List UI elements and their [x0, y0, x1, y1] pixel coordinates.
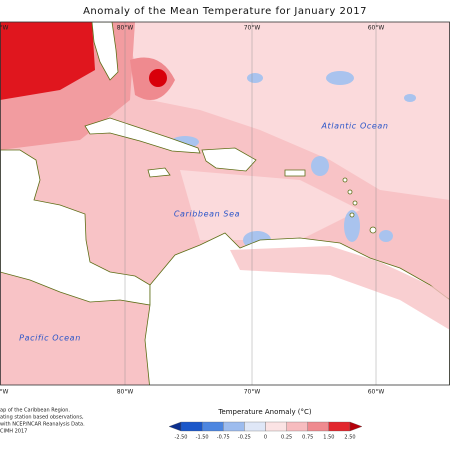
notes: ap of the Caribbean Region.ating station…	[0, 408, 85, 435]
longitude-label: 70°W	[244, 25, 261, 32]
legend-title: Temperature Anomaly (°C)	[217, 408, 312, 416]
ocean-label: Atlantic Ocean	[320, 122, 388, 131]
note-line: with NCEP/NCAR Reanalysis Data.	[0, 422, 85, 428]
puerto-rico	[284, 169, 306, 177]
legend-swatch	[201, 421, 224, 432]
longitude-label: 80°W	[117, 389, 134, 396]
legend-tick-label: -0.25	[238, 435, 251, 441]
anomaly-field	[0, 22, 95, 100]
legend-swatch	[286, 421, 308, 432]
graticule	[124, 22, 377, 385]
longitude-label: 80°W	[117, 25, 134, 32]
legend-swatch	[180, 421, 203, 432]
anomaly-field	[149, 69, 167, 87]
legend-tick-label: -1.50	[196, 435, 209, 441]
legend-tick-label: 0	[264, 435, 267, 441]
anomaly-field	[120, 22, 450, 200]
jamaica	[147, 167, 171, 178]
legend: -2.50 -1.50 -0.75 -0.25 0 0.25 0.75 1.50 2.50	[168, 421, 363, 441]
lesser-antilles	[342, 177, 377, 234]
legend-tick-label: 2.50	[344, 435, 355, 441]
legend-swatch	[223, 421, 245, 432]
longitude-label: 70°W	[244, 389, 261, 396]
anomaly-field	[230, 246, 450, 330]
legend-tick-label: 0.25	[281, 435, 292, 441]
longitude-label: °W	[0, 389, 9, 396]
legend-swatch	[265, 421, 287, 432]
legend-tick-label: -0.75	[217, 435, 230, 441]
map	[0, 22, 450, 385]
longitude-label: °W	[0, 25, 9, 32]
note-line: CIMH 2017	[0, 429, 27, 435]
central-america	[0, 149, 151, 306]
note-line: ating station based observations,	[0, 415, 84, 421]
legend-tick-label: -2.50	[175, 435, 188, 441]
longitude-labels: °W 80°W 70°W 60°W °W 80°W 70°W 60°W	[0, 25, 384, 396]
cuba	[84, 117, 201, 154]
ocean-label: Pacific Ocean	[19, 334, 81, 343]
legend-swatch	[328, 421, 351, 432]
legend-swatch	[307, 421, 330, 432]
legend-tick-label: 0.75	[302, 435, 313, 441]
anomaly-field	[180, 170, 360, 240]
title: Anomaly of the Mean Temperature for Janu…	[83, 6, 367, 17]
ocean-label: Caribbean Sea	[174, 210, 240, 219]
longitude-label: 60°W	[368, 25, 385, 32]
longitude-label: 60°W	[368, 389, 385, 396]
legend-swatch	[349, 421, 363, 432]
legend-tick-label: 1.50	[323, 435, 334, 441]
legend-swatch	[244, 421, 266, 432]
legend-swatch	[168, 421, 182, 432]
note-line: ap of the Caribbean Region.	[0, 408, 70, 414]
hispaniola	[201, 147, 257, 172]
florida	[91, 22, 119, 81]
